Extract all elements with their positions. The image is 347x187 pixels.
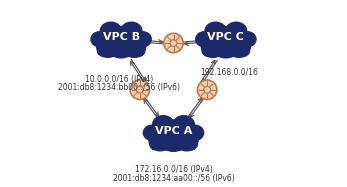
Text: 10.0.0.0/16 (IPv4): 10.0.0.0/16 (IPv4) xyxy=(85,75,153,84)
Circle shape xyxy=(164,33,183,53)
Text: 2001:db8:1234:aa00::/56 (IPv6): 2001:db8:1234:aa00::/56 (IPv6) xyxy=(113,174,234,183)
Text: 172.16.0.0/16 (IPv4): 172.16.0.0/16 (IPv4) xyxy=(135,165,212,174)
Circle shape xyxy=(197,80,217,99)
Circle shape xyxy=(130,80,150,99)
Bar xyxy=(100,47,143,56)
Text: 192.168.0.0/16: 192.168.0.0/16 xyxy=(201,67,259,76)
Bar xyxy=(204,47,247,56)
Bar xyxy=(152,140,195,150)
Text: 2001:db8:1234:bb00::/56 (IPv6): 2001:db8:1234:bb00::/56 (IPv6) xyxy=(58,83,180,92)
Text: VPC C: VPC C xyxy=(208,32,244,42)
Text: VPC A: VPC A xyxy=(155,126,192,136)
Text: VPC B: VPC B xyxy=(103,32,140,42)
